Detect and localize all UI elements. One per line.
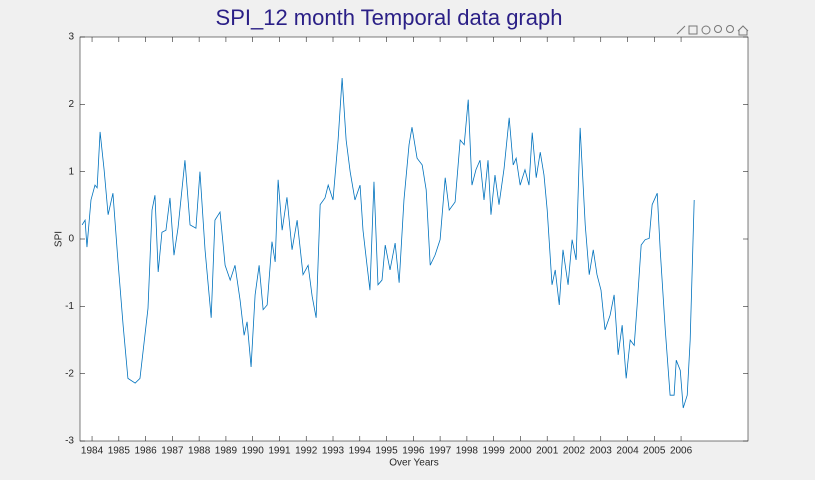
x-tick-label: 1994 — [349, 446, 372, 457]
x-tick-label: 1986 — [134, 446, 157, 457]
plot-area — [79, 36, 749, 442]
y-tick-label: -2 — [65, 368, 74, 379]
x-axis-label: Over Years — [389, 458, 438, 469]
y-axis-label: SPI — [54, 231, 65, 247]
x-tick-label: 2000 — [509, 446, 532, 457]
x-tick-label: 2002 — [563, 446, 586, 457]
x-tick-label: 2004 — [616, 446, 639, 457]
zoom-out-tool[interactable] — [726, 25, 734, 33]
y-tick-label: 0 — [68, 234, 74, 245]
x-tick-label: 1988 — [188, 446, 211, 457]
x-tick-label: 1987 — [161, 446, 184, 457]
toolbar — [676, 25, 749, 36]
y-tick-label: 1 — [68, 166, 74, 177]
data-tip-tool[interactable] — [688, 25, 698, 35]
x-tick-label: 1985 — [108, 446, 131, 457]
x-tick-label: 1993 — [322, 446, 345, 457]
x-tick-label: 1997 — [429, 446, 452, 457]
x-tick-label: 2001 — [536, 446, 559, 457]
x-tick-label: 2006 — [670, 446, 693, 457]
x-tick-label: 1989 — [215, 446, 238, 457]
home-tool[interactable] — [737, 25, 749, 36]
x-tick-label: 1998 — [456, 446, 479, 457]
x-tick-label: 1996 — [402, 446, 425, 457]
zoom-in-tool[interactable] — [714, 25, 722, 33]
x-tick-label: 2005 — [643, 446, 666, 457]
x-tick-label: 1999 — [483, 446, 506, 457]
x-tick-label: 1984 — [81, 446, 104, 457]
x-tick-label: 1990 — [242, 446, 265, 457]
x-tick-label: 1991 — [268, 446, 291, 457]
y-tick-label: -1 — [65, 301, 74, 312]
spi-line — [81, 78, 695, 409]
chart-title: SPI_12 month Temporal data graph — [216, 5, 563, 30]
brush-tool[interactable] — [676, 25, 686, 35]
y-tick-label: 2 — [68, 99, 74, 110]
x-tick-label: 1995 — [375, 446, 398, 457]
pan-tool[interactable] — [701, 25, 711, 35]
y-tick-label: -3 — [65, 436, 74, 447]
x-tick-label: 1992 — [295, 446, 318, 457]
y-tick-label: 3 — [68, 32, 74, 43]
x-tick-label: 2003 — [590, 446, 613, 457]
